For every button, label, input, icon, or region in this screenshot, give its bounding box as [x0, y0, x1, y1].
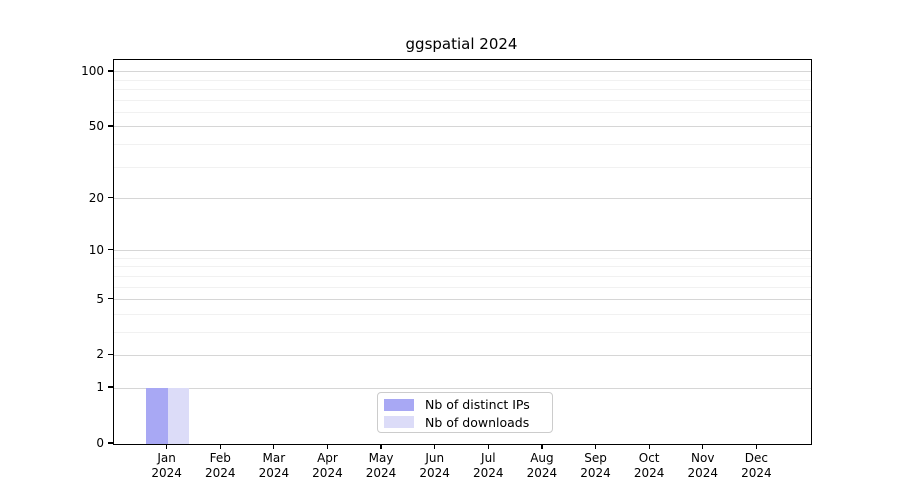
y-tick-label: 2: [96, 347, 104, 362]
minor-gridline: [114, 144, 811, 146]
minor-gridline: [114, 79, 811, 81]
legend: Nb of distinct IPs Nb of downloads: [377, 392, 553, 433]
x-tick-label: Jul 2024: [456, 451, 520, 481]
minor-gridline: [114, 257, 811, 259]
minor-gridline: [114, 286, 811, 288]
y-tick-label: 1: [96, 380, 104, 395]
y-tick-label: 20: [88, 190, 104, 205]
x-tick-label: Sep 2024: [564, 451, 628, 481]
x-tick-label: Feb 2024: [188, 451, 252, 481]
bar-nb-of-downloads-0: [167, 388, 190, 444]
minor-gridline: [114, 266, 811, 268]
x-tick-mark: [326, 444, 329, 449]
y-tick-mark: [108, 70, 113, 72]
legend-row: Nb of distinct IPs: [384, 396, 552, 414]
x-tick-mark: [219, 444, 221, 449]
y-tick-mark: [108, 125, 113, 127]
minor-gridline: [114, 166, 811, 168]
x-tick-mark: [594, 444, 597, 449]
x-tick-label-year: 2024: [365, 466, 397, 480]
minor-gridline: [114, 99, 811, 101]
x-tick-mark: [541, 444, 543, 449]
x-tick-label: May 2024: [349, 451, 413, 481]
y-tick-mark: [108, 248, 113, 251]
major-gridline: [114, 387, 811, 389]
y-tick-label: 0: [96, 436, 104, 450]
x-tick-label-year: 2024: [312, 466, 343, 480]
plot-area: [113, 59, 812, 445]
chart-title: ggspatial 2024: [405, 35, 518, 53]
legend-swatch: [384, 398, 414, 411]
minor-gridline: [114, 331, 811, 333]
minor-gridline: [114, 89, 811, 91]
y-tick-mark: [108, 353, 113, 356]
major-gridline: [114, 126, 811, 128]
x-tick-label-year: 2024: [633, 466, 665, 480]
x-tick-mark: [702, 444, 704, 449]
x-tick-label-year: 2024: [204, 466, 236, 480]
x-tick-label-year: 2024: [741, 466, 772, 480]
y-tick-mark: [108, 297, 113, 300]
x-tick-mark: [165, 444, 168, 449]
major-gridline: [114, 198, 811, 199]
x-tick-label-year: 2024: [419, 466, 450, 480]
minor-gridline: [114, 112, 811, 114]
x-tick-label: Dec 2024: [724, 451, 788, 481]
x-tick-mark: [755, 444, 758, 449]
bar-nb-of-distinct-ips-0: [146, 388, 168, 444]
x-tick-label-year: 2024: [580, 466, 611, 480]
y-tick-mark: [108, 196, 113, 199]
x-tick-mark: [487, 444, 489, 449]
y-tick-label: 10: [88, 242, 104, 257]
x-tick-label-year: 2024: [526, 466, 558, 480]
minor-gridline: [114, 313, 811, 315]
legend-label: Nb of downloads: [425, 414, 530, 430]
x-tick-label-year: 2024: [258, 466, 290, 480]
x-tick-label: Apr 2024: [295, 451, 359, 481]
x-tick-label: Jun 2024: [403, 451, 467, 481]
x-tick-mark: [434, 444, 436, 449]
major-gridline: [114, 354, 811, 356]
x-tick-label-year: 2024: [151, 466, 182, 480]
y-tick-label: 50: [88, 118, 104, 133]
y-tick-label: 100: [81, 63, 104, 78]
x-tick-label: Aug 2024: [510, 451, 574, 481]
y-tick-label: 5: [96, 291, 104, 306]
major-gridline: [114, 250, 811, 252]
x-tick-label-year: 2024: [473, 466, 504, 480]
y-tick-mark: [108, 386, 113, 388]
x-tick-mark: [273, 444, 275, 449]
x-tick-mark: [648, 444, 650, 449]
x-tick-label-year: 2024: [687, 466, 719, 480]
x-tick-label: Oct 2024: [617, 451, 681, 481]
minor-gridline: [114, 275, 811, 277]
legend-row: Nb of downloads: [384, 414, 552, 432]
major-gridline: [114, 71, 811, 73]
legend-label: Nb of distinct IPs: [425, 397, 530, 413]
major-gridline: [114, 299, 811, 301]
y-tick-mark: [108, 442, 113, 444]
x-tick-label: Mar 2024: [242, 451, 306, 481]
legend-swatch: [384, 416, 414, 429]
x-tick-label: Jan 2024: [135, 451, 199, 481]
x-tick-label: Nov 2024: [671, 451, 735, 481]
x-tick-mark: [380, 444, 382, 449]
